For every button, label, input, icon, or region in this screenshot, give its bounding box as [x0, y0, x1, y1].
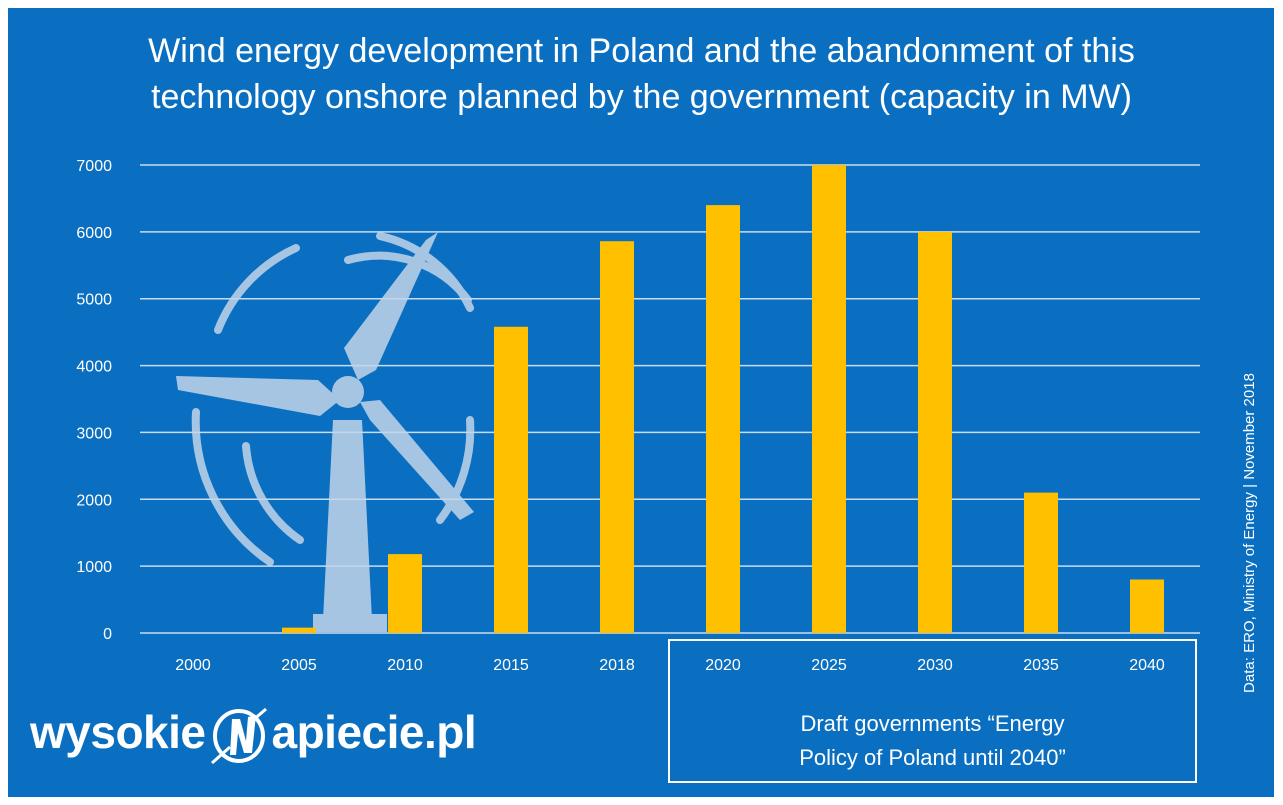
logo-text-left: wysokie	[30, 706, 206, 758]
chart-title-line-1: Wind energy development in Poland and th…	[148, 32, 1135, 70]
bar-2035	[1024, 492, 1058, 633]
gridlines	[140, 164, 1200, 634]
logo-text-right: apiecie.pl	[271, 706, 477, 758]
x-axis-tick-labels: 2000 2005 2010 2015 2018 2020 2025 2030 2035 2040	[175, 657, 1165, 674]
bar-2025	[812, 165, 846, 633]
x-tick-label-2005: 2005	[281, 657, 317, 674]
y-tick-label: 5000	[76, 292, 112, 309]
x-tick-label-2015: 2015	[493, 657, 529, 674]
y-axis-tick-labels: 0 1000 2000 3000 4000 5000 6000 7000	[76, 158, 112, 643]
y-tick-label: 0	[103, 626, 112, 643]
x-tick-label-2020: 2020	[705, 657, 741, 674]
wind-turbine-icon	[176, 232, 475, 632]
chart-background	[8, 8, 1274, 797]
y-tick-label: 6000	[76, 225, 112, 242]
bar-2030	[918, 231, 952, 633]
y-tick-label: 4000	[76, 359, 112, 376]
y-tick-label: 3000	[76, 425, 112, 442]
y-tick-label: 2000	[76, 492, 112, 509]
draft-note-line-1: Draft governments “Energy	[800, 711, 1065, 736]
y-tick-label: 1000	[76, 559, 112, 576]
x-tick-label-2010: 2010	[387, 657, 423, 674]
source-note: Data: ERO, Ministry of Energy | November…	[1241, 373, 1258, 693]
chart-title-line-2: technology onshore planned by the govern…	[151, 78, 1132, 116]
x-tick-label-2030: 2030	[917, 657, 953, 674]
bar-series	[282, 165, 1164, 633]
lightning-n-icon	[208, 707, 270, 764]
draft-policy-note: Draft governments “Energy Policy of Pola…	[670, 707, 1195, 775]
bar-2040	[1130, 579, 1164, 633]
x-tick-label-2035: 2035	[1023, 657, 1059, 674]
draft-policy-box: Draft governments “Energy Policy of Pola…	[668, 639, 1197, 783]
y-tick-label: 7000	[76, 158, 112, 175]
bar-2010	[388, 554, 422, 633]
bar-2005	[282, 627, 316, 633]
bar-2015	[494, 326, 528, 633]
x-tick-label-2000: 2000	[175, 657, 211, 674]
chart-title: Wind energy development in Poland and th…	[0, 28, 1283, 120]
x-tick-label-2040: 2040	[1129, 657, 1165, 674]
bar-2018	[600, 241, 634, 633]
wysokienapiecie-logo: wysokie apiecie.pl	[30, 702, 477, 764]
x-tick-label-2018: 2018	[599, 657, 635, 674]
x-tick-label-2025: 2025	[811, 657, 847, 674]
bar-2020	[706, 205, 740, 633]
draft-note-line-2: Policy of Poland until 2040”	[799, 745, 1066, 770]
